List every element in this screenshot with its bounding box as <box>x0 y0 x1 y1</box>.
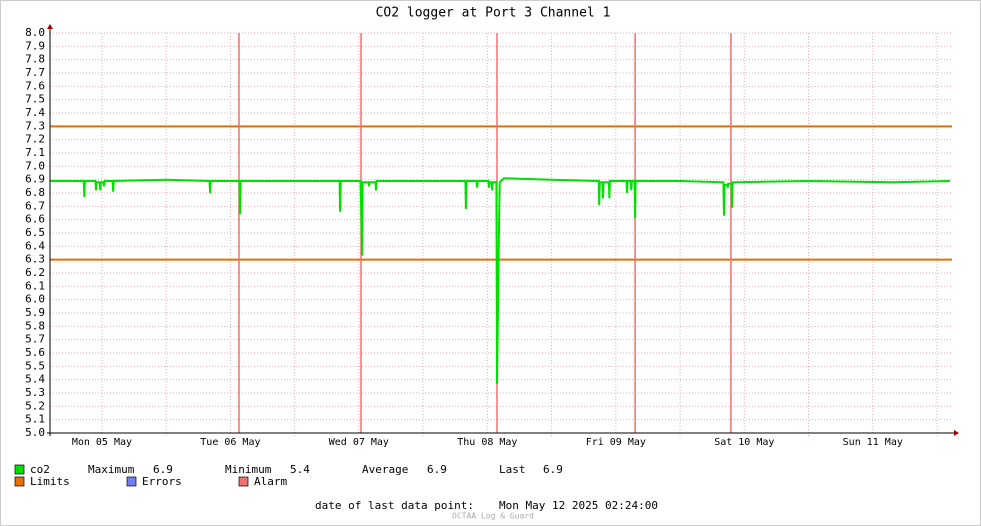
y-tick-label: 7.1 <box>25 146 45 159</box>
stat-value: 6.9 <box>543 463 563 476</box>
stat-label: Maximum <box>88 463 135 476</box>
legend-swatch <box>126 476 137 487</box>
y-tick-label: 7.0 <box>25 159 45 172</box>
legend-swatch <box>14 464 25 475</box>
stat-label: Last <box>499 463 526 476</box>
stat-label: Average <box>362 463 408 476</box>
data-line <box>50 177 950 384</box>
footer-value: Mon May 12 2025 02:24:00 <box>499 499 658 512</box>
y-tick-label: 5.0 <box>25 426 45 439</box>
axis-arrow <box>954 430 959 436</box>
y-tick-label: 6.4 <box>25 239 45 252</box>
footer-label: date of last data point: <box>315 499 474 512</box>
legend-label: Alarm <box>254 475 287 488</box>
y-tick-label: 7.7 <box>25 66 45 79</box>
stat-value: 6.9 <box>427 463 447 476</box>
y-tick-label: 5.4 <box>25 373 45 386</box>
y-tick-label: 5.6 <box>25 346 45 359</box>
legend-label: co2 <box>30 463 50 476</box>
y-tick-label: 6.5 <box>25 226 45 239</box>
y-tick-label: 5.2 <box>25 399 45 412</box>
x-tick-label: Fri 09 May <box>586 437 646 448</box>
x-tick-label: Tue 06 May <box>200 437 260 448</box>
y-tick-label: 6.2 <box>25 266 45 279</box>
stat-value: 5.4 <box>290 463 310 476</box>
chart-title: CO2 logger at Port 3 Channel 1 <box>376 6 611 21</box>
stat-label: Minimum <box>225 463 272 476</box>
legend-swatch <box>14 476 25 487</box>
y-tick-label: 6.3 <box>25 253 45 266</box>
y-tick-label: 7.8 <box>25 53 45 66</box>
x-tick-label: Thu 08 May <box>457 437 517 448</box>
y-tick-label: 7.4 <box>25 106 45 119</box>
y-tick-label: 5.9 <box>25 306 45 319</box>
y-tick-label: 6.7 <box>25 199 45 212</box>
axis-arrow <box>47 24 53 29</box>
legend-swatch <box>238 476 249 487</box>
x-tick-label: Sun 11 May <box>843 437 903 448</box>
y-tick-label: 5.7 <box>25 333 45 346</box>
stat-value: 6.9 <box>153 463 173 476</box>
watermark: OCTAA Log & Guard <box>452 512 534 521</box>
y-tick-label: 6.9 <box>25 173 45 186</box>
y-tick-label: 6.1 <box>25 279 45 292</box>
legend-label: Limits <box>30 475 70 488</box>
y-tick-label: 5.3 <box>25 386 45 399</box>
y-tick-label: 6.8 <box>25 186 45 199</box>
y-tick-label: 5.1 <box>25 413 45 426</box>
y-tick-label: 6.0 <box>25 293 45 306</box>
y-tick-label: 7.3 <box>25 119 45 132</box>
y-tick-label: 7.9 <box>25 39 45 52</box>
y-tick-label: 7.2 <box>25 133 45 146</box>
y-tick-label: 7.5 <box>25 93 45 106</box>
y-tick-label: 5.8 <box>25 319 45 332</box>
x-tick-label: Wed 07 May <box>329 437 389 448</box>
legend-label: Errors <box>142 475 182 488</box>
y-tick-label: 5.5 <box>25 359 45 372</box>
y-tick-label: 8.0 <box>25 26 45 39</box>
y-tick-label: 6.6 <box>25 213 45 226</box>
x-tick-label: Sat 10 May <box>714 437 774 448</box>
x-tick-label: Mon 05 May <box>72 437 132 448</box>
y-tick-label: 7.6 <box>25 79 45 92</box>
